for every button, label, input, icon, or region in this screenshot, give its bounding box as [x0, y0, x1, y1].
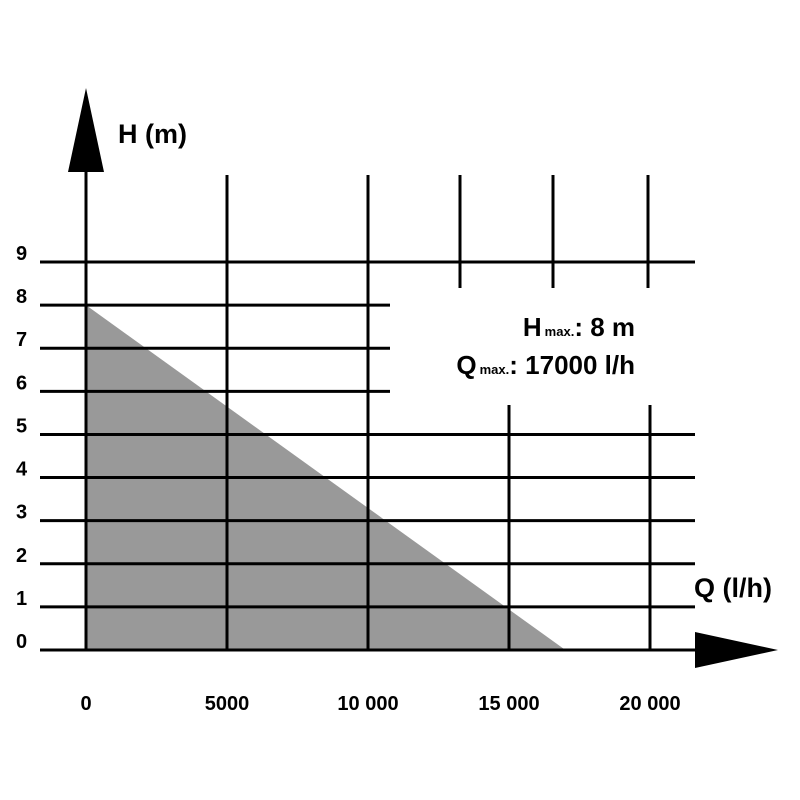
y-tick-label: 4 [16, 459, 28, 481]
y-tick-label: 9 [16, 243, 27, 265]
annotation-symbol: Q [456, 350, 476, 380]
x-axis-label: Q (l/h) [694, 573, 772, 603]
x-tick-label: 10 000 [337, 693, 398, 715]
annotation-symbol: H [523, 312, 542, 342]
x-tick-label: 15 000 [478, 693, 539, 715]
y-tick-label: 3 [16, 502, 27, 524]
y-tick-label: 5 [16, 415, 27, 437]
annotation-sub: max. [480, 362, 510, 377]
y-tick-label: 2 [16, 545, 27, 567]
annotation-text: : 17000 l/h [509, 350, 635, 380]
y-tick-label: 0 [16, 631, 27, 653]
y-tick-label: 6 [16, 372, 27, 394]
annotation-sub: max. [545, 324, 575, 339]
y-tick-label: 1 [16, 588, 27, 610]
x-tick-label: 20 000 [619, 693, 680, 715]
annotation-text: : 8 m [574, 312, 635, 342]
y-axis-label: H (m) [118, 119, 187, 149]
y-axis-arrow [68, 88, 104, 172]
x-tick-label: 5000 [205, 693, 250, 715]
y-tick-label: 8 [16, 286, 27, 308]
y-tick-label: 7 [16, 329, 27, 351]
x-axis-arrow [695, 632, 778, 668]
x-tick-label: 0 [80, 693, 91, 715]
